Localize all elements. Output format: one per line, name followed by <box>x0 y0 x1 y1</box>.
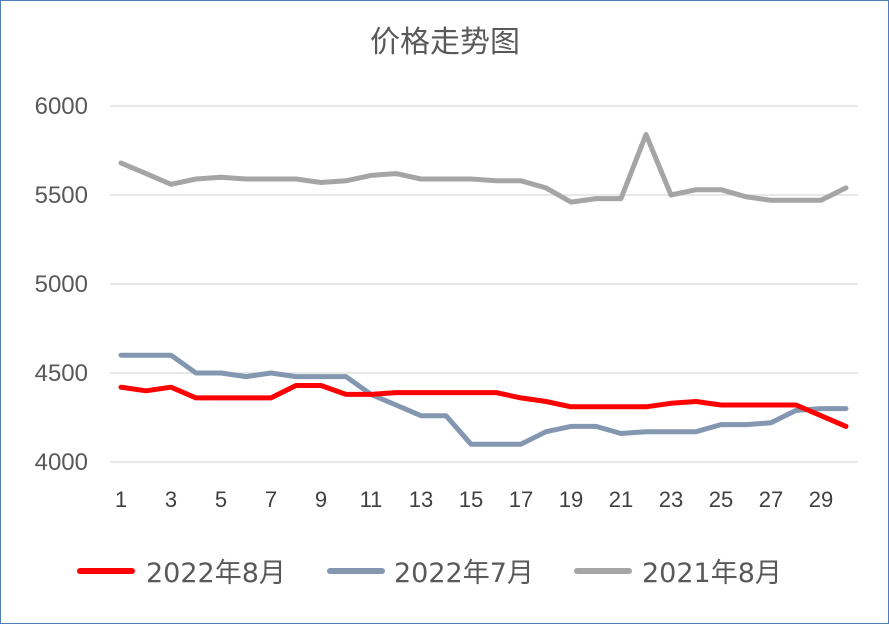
series-line-2022年7月 <box>118 352 849 447</box>
y-axis-ticks: 4000 4500 5000 5500 6000 <box>35 93 88 476</box>
y-tick-label: 5000 <box>35 271 88 298</box>
x-tick-label: 3 <box>165 487 177 512</box>
x-tick-label: 23 <box>659 487 683 512</box>
series-lines <box>118 132 849 447</box>
x-tick-label: 1 <box>115 487 127 512</box>
x-tick-label: 15 <box>459 487 483 512</box>
x-tick-label: 19 <box>559 487 583 512</box>
legend-label: 2021年8月 <box>642 558 782 589</box>
gridlines <box>110 105 858 463</box>
y-tick-label: 4000 <box>35 449 88 476</box>
chart-title: 价格走势图 <box>370 25 520 60</box>
x-tick-label: 17 <box>509 487 533 512</box>
x-tick-label: 29 <box>809 487 833 512</box>
x-tick-label: 9 <box>315 487 327 512</box>
x-tick-label: 5 <box>215 487 227 512</box>
series-line-2022年8月 <box>118 383 849 429</box>
x-axis-ticks: 1 3 5 7 9 11 13 15 17 19 21 23 25 27 29 <box>115 487 833 512</box>
legend-label: 2022年7月 <box>394 558 534 589</box>
x-tick-label: 21 <box>609 487 633 512</box>
legend: 2022年8月 2022年7月 2021年8月 <box>77 558 782 589</box>
y-tick-label: 6000 <box>35 93 88 120</box>
x-tick-label: 11 <box>360 487 383 512</box>
y-tick-label: 5500 <box>35 182 88 209</box>
x-tick-label: 7 <box>265 487 277 512</box>
legend-label: 2022年8月 <box>146 558 286 589</box>
series-line-2021年8月 <box>118 132 849 205</box>
x-tick-label: 25 <box>709 487 733 512</box>
x-tick-label: 27 <box>759 487 783 512</box>
x-tick-label: 13 <box>409 487 433 512</box>
y-tick-label: 4500 <box>35 360 88 387</box>
